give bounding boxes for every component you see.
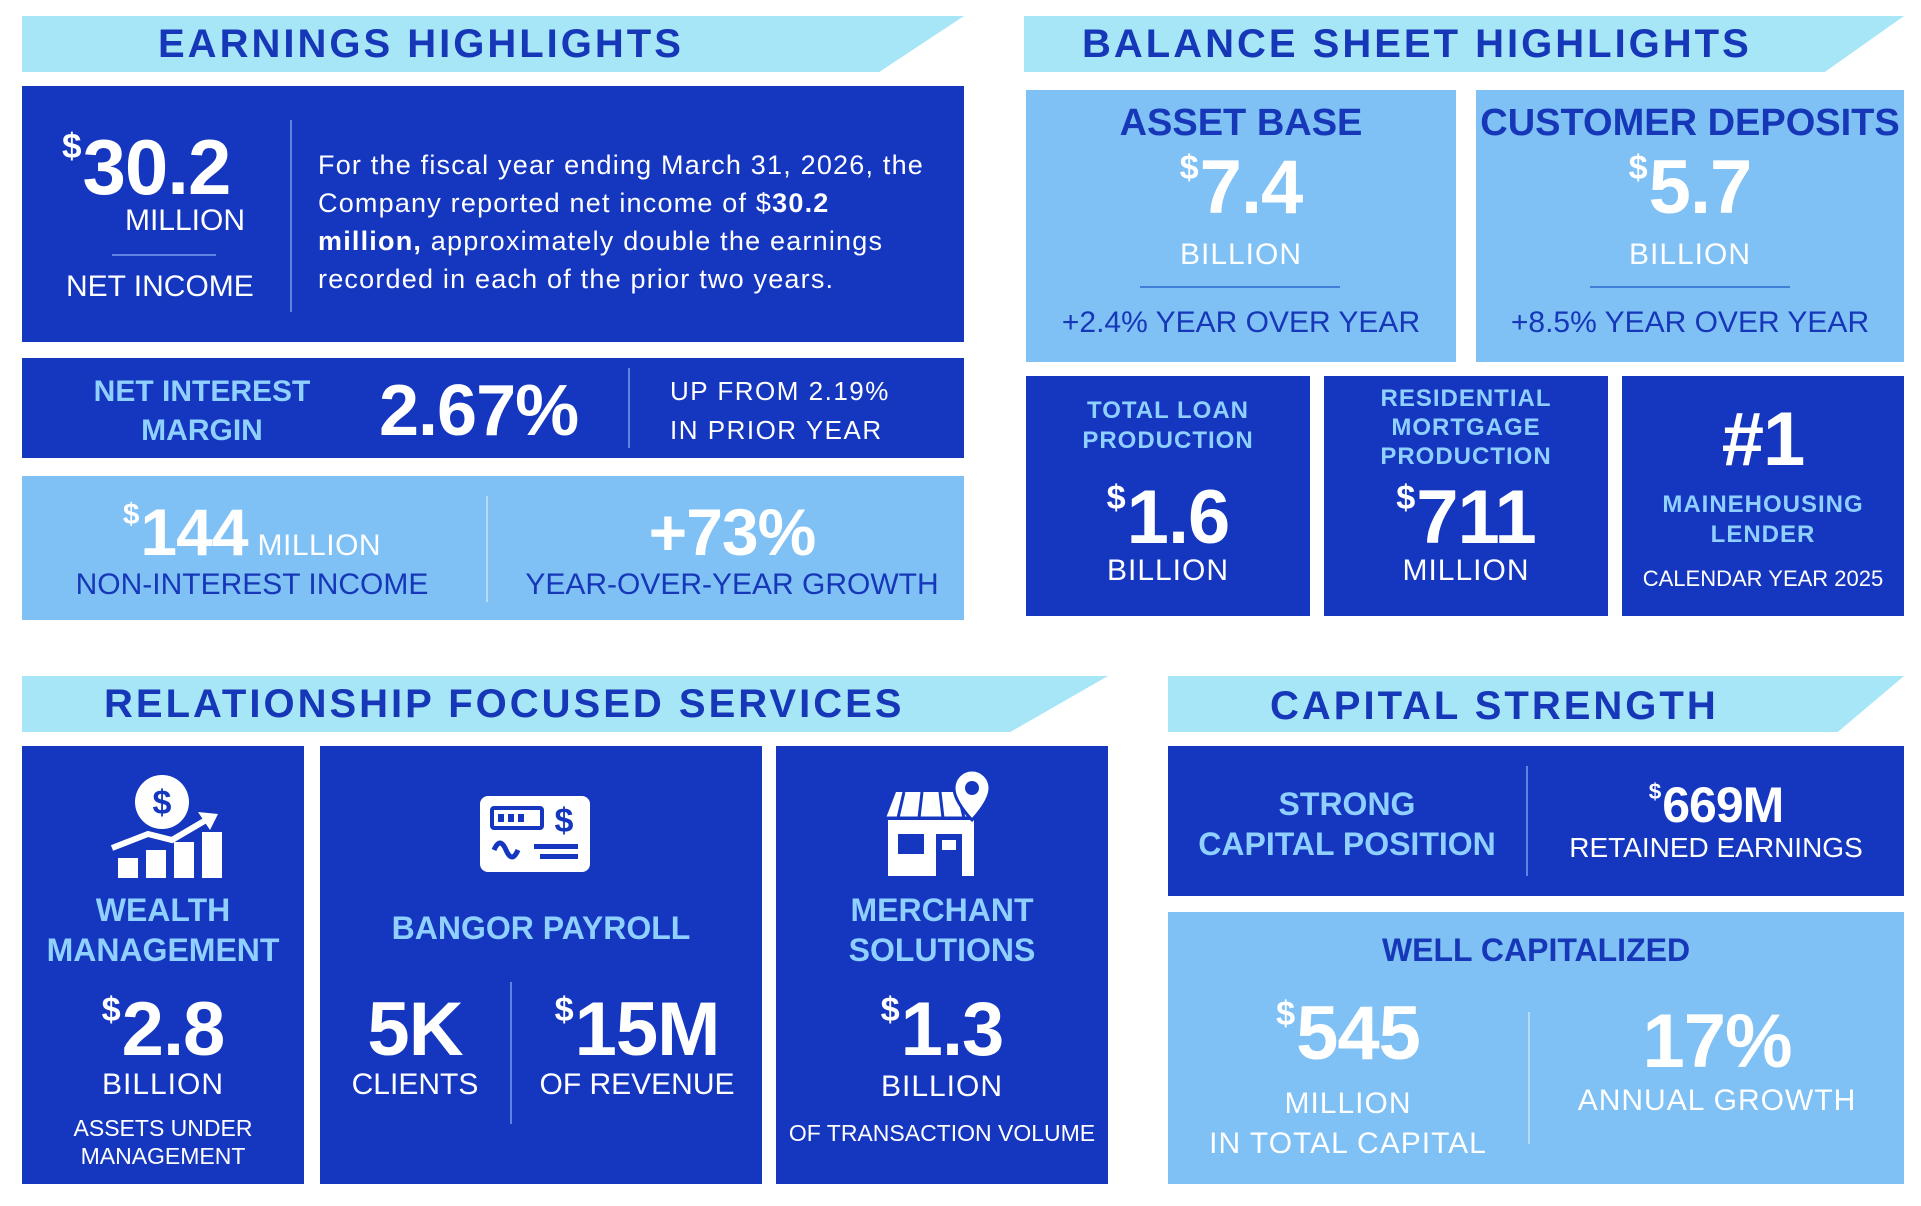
customer-deposits-card: CUSTOMER DEPOSITS $5.7 BILLION +8.5% YEA…	[1476, 90, 1904, 362]
divider	[1590, 286, 1790, 288]
payroll-clients-label: CLIENTS	[351, 1068, 479, 1101]
yoy-growth-value: +73%	[648, 495, 817, 569]
merchant-solutions-card: MERCHANT SOLUTIONS $1.3 BILLION OF TRANSA…	[776, 746, 1108, 1184]
asset-change: +2.4% YEAR OVER YEAR	[1061, 306, 1421, 339]
loan-value: $1.6	[1106, 475, 1231, 560]
svg-text:$: $	[555, 802, 574, 840]
asset-value: $7.4	[1179, 145, 1304, 230]
total-capital-label: MILLION IN TOTAL CAPITAL	[1209, 1087, 1487, 1160]
merchant-unit: BILLION	[880, 1070, 1004, 1103]
earnings-banner	[22, 16, 964, 72]
net-income-value: $30.2	[62, 123, 231, 211]
capital-growth-label: ANNUAL GROWTH	[1577, 1084, 1857, 1117]
net-income-unit: MILLION	[124, 204, 246, 237]
merchant-title: MERCHANT SOLUTIONS	[848, 892, 1036, 968]
mainehousing-rank-card: #1 MAINEHOUSING LENDER CALENDAR YEAR 2025	[1622, 376, 1904, 616]
well-capitalized-card: WELL CAPITALIZED $545 MILLION IN TOTAL CA…	[1168, 912, 1904, 1184]
mortgage-title: RESIDENTIAL MORTGAGE PRODUCTION	[1380, 385, 1552, 470]
net-income-card: $30.2 MILLION NET INCOME For the fiscal …	[22, 86, 964, 342]
net-interest-margin-card: NET INTEREST MARGIN 2.67% UP FROM 2.19% IN…	[22, 358, 964, 458]
merchant-note: OF TRANSACTION VOLUME	[788, 1120, 1096, 1146]
retained-label: RETAINED EARNINGS	[1569, 832, 1863, 863]
merchant-value: $1.3	[880, 987, 1005, 1072]
wealth-note: ASSETS UNDER MANAGEMENT	[73, 1115, 253, 1169]
capital-banner	[1168, 676, 1904, 732]
yoy-growth-label: YEAR-OVER-YEAR GROWTH	[525, 568, 939, 601]
storefront-location-icon	[882, 768, 996, 880]
bangor-payroll-card: $ BANGOR PAYROLL 5K CLIENTS $15M OF REVE…	[320, 746, 762, 1184]
payroll-revenue: $15M OF REVENUE	[512, 986, 762, 1126]
nim-note: UP FROM 2.19% IN PRIOR YEAR	[670, 376, 890, 445]
total-capital-value: $545	[1276, 991, 1421, 1076]
non-interest-income-card: $144 MILLION NON-INTEREST INCOME +73% YEA…	[22, 476, 964, 620]
well-capitalized-title: WELL CAPITALIZED	[1381, 932, 1691, 968]
divider	[1528, 1012, 1530, 1144]
capital-growth-value: 17%	[1642, 999, 1792, 1084]
capital-position: STRONG CAPITAL POSITION	[1198, 786, 1496, 862]
services-title: RELATIONSHIP FOCUSED SERVICES	[104, 682, 905, 726]
balance-banner	[1024, 16, 1904, 72]
nii-label: NON-INTEREST INCOME	[75, 568, 429, 601]
payroll-title: BANGOR PAYROLL	[391, 910, 691, 946]
loan-production-card: TOTAL LOAN PRODUCTION $1.6 BILLION	[1026, 376, 1310, 616]
mortgage-unit: MILLION	[1402, 554, 1530, 587]
svg-text:$: $	[153, 784, 172, 822]
net-income-label: NET INCOME	[66, 270, 254, 303]
payroll-clients: 5K CLIENTS	[320, 986, 510, 1126]
nim-label: NET INTEREST MARGIN	[93, 375, 311, 447]
earnings-title: EARNINGS HIGHLIGHTS	[158, 22, 684, 66]
deposit-title: CUSTOMER DEPOSITS	[1480, 102, 1900, 144]
loan-unit: BILLION	[1106, 554, 1230, 587]
payroll-revenue-label: OF REVENUE	[539, 1068, 735, 1101]
retained-value: $669M	[1648, 777, 1785, 833]
capital-position-card: STRONG CAPITAL POSITION $669M RETAINED EA…	[1168, 746, 1904, 896]
divider	[290, 120, 292, 312]
asset-unit: BILLION	[1179, 238, 1303, 271]
wealth-value: $2.8	[101, 987, 226, 1072]
nim-value: 2.67%	[379, 371, 579, 451]
nii-value: $144 MILLION	[122, 495, 382, 569]
dollar-growth-icon: $	[106, 772, 224, 882]
divider	[1526, 766, 1528, 876]
wealth-unit: BILLION	[101, 1068, 225, 1101]
services-banner	[22, 676, 1108, 732]
divider	[486, 496, 488, 602]
rank-label: MAINEHOUSING LENDER	[1662, 491, 1864, 548]
deposit-unit: BILLION	[1628, 238, 1752, 271]
payroll-clients-value: 5K	[367, 987, 463, 1072]
rank-value: #1	[1721, 397, 1806, 482]
divider	[1140, 286, 1340, 288]
asset-title: ASSET BASE	[1119, 102, 1363, 144]
divider	[628, 368, 630, 448]
wealth-management-card: $ WEALTH MANAGEMENT $2.8 BILLION ASSETS U…	[22, 746, 304, 1184]
loan-title: TOTAL LOAN PRODUCTION	[1082, 397, 1254, 454]
rank-note: CALENDAR YEAR 2025	[1642, 566, 1884, 591]
payroll-revenue-value: $15M	[554, 987, 721, 1072]
capital-title: CAPITAL STRENGTH	[1270, 684, 1719, 728]
divider	[510, 982, 512, 1124]
asset-base-card: ASSET BASE $7.4 BILLION +2.4% YEAR OVER …	[1026, 90, 1456, 362]
deposit-value: $5.7	[1628, 145, 1753, 230]
mortgage-value: $711	[1396, 475, 1537, 560]
divider	[112, 254, 216, 256]
balance-title: BALANCE SHEET HIGHLIGHTS	[1082, 22, 1752, 66]
net-income-description: For the fiscal year ending March 31, 202…	[318, 150, 925, 294]
mortgage-production-card: RESIDENTIAL MORTGAGE PRODUCTION $711 MILLI…	[1324, 376, 1608, 616]
deposit-change: +8.5% YEAR OVER YEAR	[1510, 306, 1870, 339]
wealth-title: WEALTH MANAGEMENT	[46, 892, 280, 968]
payroll-check-icon: $	[478, 792, 592, 876]
